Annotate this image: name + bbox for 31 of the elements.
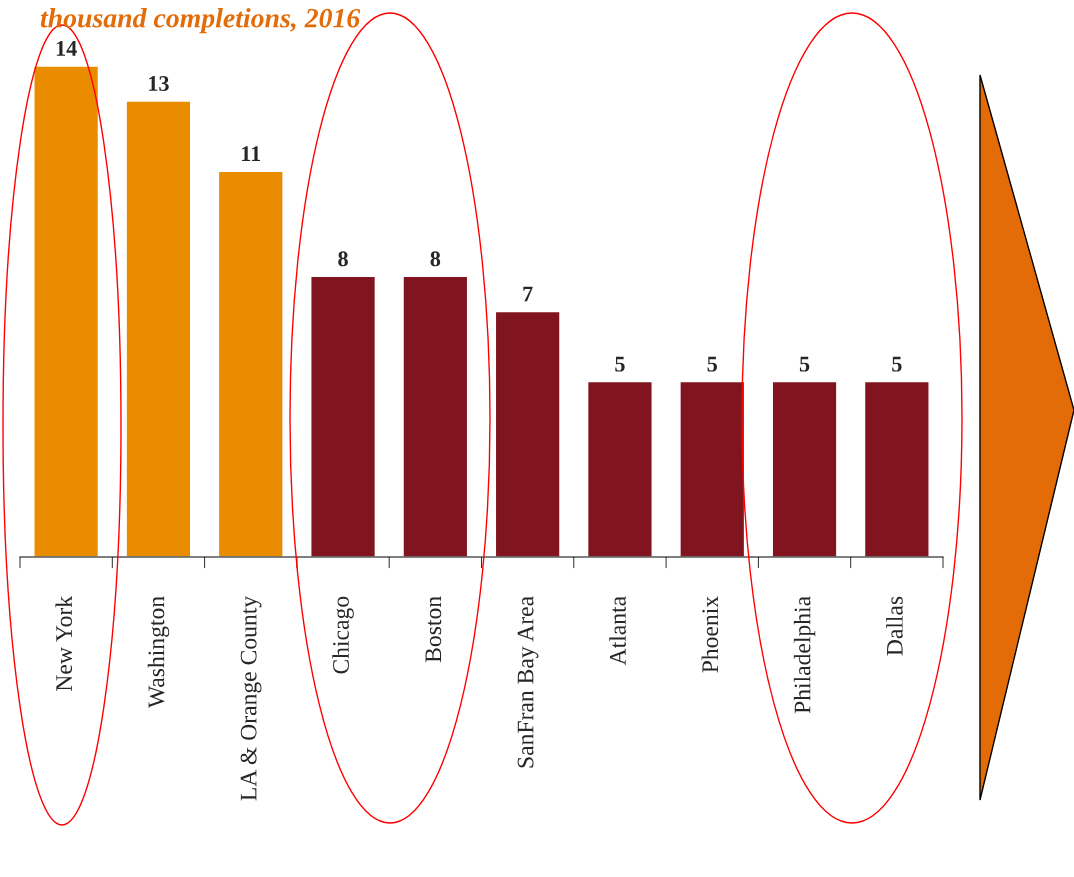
x-tick-label: Chicago <box>332 596 354 674</box>
x-tick-label: New York <box>55 595 73 691</box>
data-label: 11 <box>242 146 261 161</box>
x-tick-label: Washington <box>147 596 170 709</box>
data-label: 8 <box>338 251 348 267</box>
x-tick-label: Atlanta <box>609 596 626 666</box>
bar <box>679 380 746 557</box>
chart-title: thousand completions, 2016 <box>40 8 361 34</box>
x-tick-label: Boston <box>425 596 442 663</box>
bar <box>125 100 192 557</box>
bar <box>310 275 377 557</box>
bar <box>863 380 930 557</box>
bar <box>217 170 284 557</box>
data-label: 5 <box>892 356 902 372</box>
bar <box>771 380 838 557</box>
data-label: 5 <box>615 356 625 372</box>
x-tick-label: LA & Orange County <box>240 595 262 801</box>
bar <box>402 275 469 557</box>
x-tick-label: Phoenix <box>701 596 719 673</box>
x-tick-label: Dallas <box>886 596 903 656</box>
data-label: 5 <box>799 356 810 372</box>
bar <box>494 310 561 557</box>
x-tick-label: SanFran Bay Area <box>517 596 539 768</box>
bar <box>586 380 653 557</box>
data-label: 5 <box>707 356 717 372</box>
x-tick-label: Philadelphia <box>793 596 816 714</box>
data-label: 13 <box>149 76 169 91</box>
data-label: 8 <box>430 251 441 267</box>
bar <box>33 66 100 557</box>
data-label: 14 <box>56 41 77 56</box>
data-label: 7 <box>523 286 533 302</box>
